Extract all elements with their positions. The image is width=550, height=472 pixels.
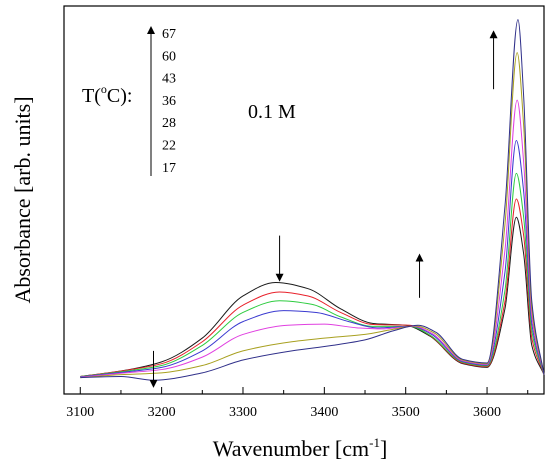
x-axis-label: Wavenumber [cm-1] bbox=[213, 435, 388, 461]
temperature-label: 22 bbox=[162, 139, 176, 154]
temperature-legend-labels: 67 60 43 36 28 22 17 bbox=[162, 27, 176, 176]
concentration-label: 0.1 M bbox=[248, 101, 296, 123]
temperature-legend-title: T(oC): bbox=[82, 82, 132, 107]
y-axis-label: Absorbance [arb. units] bbox=[10, 96, 35, 303]
arrows-group bbox=[149, 30, 498, 388]
temperature-label: 60 bbox=[162, 49, 176, 64]
temperature-label: 36 bbox=[162, 94, 176, 109]
x-tick-label: 3100 bbox=[66, 405, 94, 420]
series-line-60C bbox=[80, 52, 545, 379]
x-tick-label: 3400 bbox=[310, 405, 338, 420]
x-axis-ticks: 3100 3200 3300 3400 3500 3600 bbox=[66, 387, 529, 420]
series-group bbox=[80, 19, 545, 381]
temperature-label: 17 bbox=[162, 161, 176, 176]
x-tick-label: 3300 bbox=[229, 405, 257, 420]
series-line-22C bbox=[80, 198, 545, 378]
temperature-label: 28 bbox=[162, 116, 176, 131]
series-line-43C bbox=[80, 99, 545, 378]
series-line-67C bbox=[80, 19, 545, 381]
series-line-28C bbox=[80, 172, 545, 378]
plot-frame bbox=[63, 5, 545, 395]
x-tick-label: 3600 bbox=[473, 405, 501, 420]
temperature-label: 43 bbox=[162, 72, 176, 87]
series-line-36C bbox=[80, 139, 545, 378]
x-tick-label: 3500 bbox=[392, 405, 420, 420]
x-tick-label: 3200 bbox=[148, 405, 176, 420]
temperature-label: 67 bbox=[162, 27, 176, 42]
